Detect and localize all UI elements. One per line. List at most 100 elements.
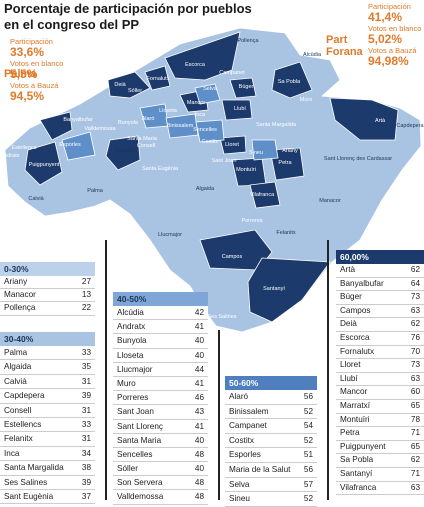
map-label: Costitx bbox=[202, 139, 219, 145]
legend-row: Llubí 63 bbox=[336, 373, 424, 387]
town-name: Maria de la Salut bbox=[229, 464, 291, 474]
town-value: 33 bbox=[81, 419, 91, 429]
town-value: 41 bbox=[194, 322, 204, 332]
town-value: 62 bbox=[410, 455, 420, 465]
legend-row: Llucmajor 44 bbox=[113, 363, 208, 377]
legend-row: Porreres 46 bbox=[113, 391, 208, 406]
legend-row: Pollença 22 bbox=[0, 302, 95, 316]
town-value: 51 bbox=[303, 450, 313, 460]
legend-row: Santa Margalida 38 bbox=[0, 461, 95, 476]
leader-line bbox=[105, 240, 107, 500]
map-label: Inca bbox=[195, 112, 206, 118]
town-value: 38 bbox=[81, 463, 91, 473]
town-value: 41 bbox=[194, 378, 204, 388]
town-name: Ses Salines bbox=[4, 477, 48, 487]
legend-row: Manacor 13 bbox=[0, 289, 95, 303]
town-name: Vilafranca bbox=[340, 482, 377, 492]
title-line: en el congreso del PP bbox=[4, 17, 140, 32]
legend-row: Sencelles 48 bbox=[113, 448, 208, 463]
island bbox=[4, 27, 422, 333]
town-name: Artà bbox=[340, 265, 356, 274]
town-value: 39 bbox=[81, 477, 91, 487]
town-name: Puigpunyent bbox=[340, 441, 386, 451]
legend-row: Sa Pobla 62 bbox=[336, 454, 424, 468]
map-label: Banyalbufar bbox=[63, 117, 93, 123]
town-value: 70 bbox=[410, 346, 420, 356]
map-label: Ariany bbox=[282, 148, 298, 154]
map-label: Campanet bbox=[219, 70, 245, 76]
town-value: 63 bbox=[410, 373, 420, 383]
map-label: Alcúdia bbox=[303, 52, 322, 58]
legend-row: Deià 62 bbox=[336, 318, 424, 332]
legend-row: Binissalem 52 bbox=[225, 405, 317, 420]
town-name: Sencelles bbox=[117, 449, 153, 459]
region-name: Part Forana bbox=[326, 34, 363, 58]
stat-label: Votos en blanco bbox=[10, 59, 64, 68]
legend-row: Escorca 76 bbox=[336, 332, 424, 346]
map-label: Sa Pobla bbox=[278, 79, 301, 85]
town-value: 27 bbox=[81, 277, 91, 286]
title: Porcentaje de participación por pueblos e… bbox=[4, 1, 252, 33]
town-value: 13 bbox=[81, 290, 91, 300]
legend-row: Palma 33 bbox=[0, 346, 95, 361]
town-name: Pollença bbox=[4, 303, 36, 313]
map-label: Santa Margalida bbox=[256, 122, 297, 128]
town-value: 56 bbox=[303, 464, 313, 474]
map-label: Alaró bbox=[142, 116, 155, 122]
legend-row: Sóller 40 bbox=[113, 462, 208, 477]
town-name: Esporles bbox=[229, 450, 261, 460]
town-name: Mancor bbox=[340, 387, 368, 397]
town-value: 43 bbox=[194, 407, 204, 417]
map-label: Santanyí bbox=[263, 286, 285, 292]
stat-label: Votos en blanco bbox=[368, 24, 422, 33]
town-name: Lloret bbox=[340, 360, 361, 370]
town-name: Costitx bbox=[229, 435, 255, 445]
town-name: Ariany bbox=[4, 277, 28, 286]
town-value: 31 bbox=[81, 434, 91, 444]
legend-row: Andratx 41 bbox=[113, 320, 208, 335]
map-label: Pollença bbox=[237, 38, 259, 44]
town-value: 52 bbox=[303, 406, 313, 416]
town-name: Sant Joan bbox=[117, 407, 154, 417]
map-label: Montuïri bbox=[236, 167, 256, 173]
map-label: Lloret bbox=[225, 142, 239, 148]
town-name: Búger bbox=[340, 292, 362, 302]
legend-row: Algaida 35 bbox=[0, 360, 95, 375]
stat-label: Participación bbox=[368, 2, 411, 11]
leader-line bbox=[218, 330, 220, 500]
region-name: Palma bbox=[4, 68, 37, 80]
stat-label: Votos a Bauzá bbox=[368, 46, 417, 55]
town-name: Sóller bbox=[117, 464, 138, 474]
map-label: Calvià bbox=[28, 196, 44, 202]
legend-row: Sant Llorenç 41 bbox=[113, 420, 208, 434]
town-name: Estellencs bbox=[4, 419, 42, 429]
town-name: Llucmajor bbox=[117, 364, 153, 374]
group-header: 40-50% bbox=[113, 292, 208, 306]
stat-label: Participación bbox=[10, 37, 53, 46]
stat-label: Votos a Bauzá bbox=[10, 81, 59, 90]
group-header: 50-60% bbox=[225, 376, 317, 390]
stat-value: 5,5% bbox=[10, 67, 38, 81]
legend-row: Inca 34 bbox=[0, 447, 95, 462]
town-name: Sa Pobla bbox=[340, 455, 374, 465]
town-value: 35 bbox=[81, 362, 91, 372]
legend-row: Bunyola 40 bbox=[113, 334, 208, 349]
town-value: 54 bbox=[303, 421, 313, 431]
legend-row: Muro 41 bbox=[113, 377, 208, 392]
legend-row: Búger 73 bbox=[336, 291, 424, 305]
map-label: Ses Salines bbox=[207, 314, 236, 320]
legend-row: Sant Eugènia 37 bbox=[0, 490, 95, 505]
town-value: 40 bbox=[194, 336, 204, 346]
legend-row: Mancor 60 bbox=[336, 386, 424, 400]
town-value: 60 bbox=[410, 387, 420, 397]
town-value: 40 bbox=[194, 350, 204, 360]
legend-row: Montuïri 78 bbox=[336, 414, 424, 428]
town-name: Alcúdia bbox=[117, 308, 144, 317]
legend-row: Valldemossa 48 bbox=[113, 490, 208, 505]
legend-row: Alaró 56 bbox=[225, 390, 317, 405]
town-name: Montuïri bbox=[340, 414, 370, 424]
legend-row: Esporles 51 bbox=[225, 448, 317, 463]
town-value: 63 bbox=[410, 482, 420, 492]
town-value: 76 bbox=[410, 332, 420, 342]
legend-row: Costitx 52 bbox=[225, 434, 317, 449]
